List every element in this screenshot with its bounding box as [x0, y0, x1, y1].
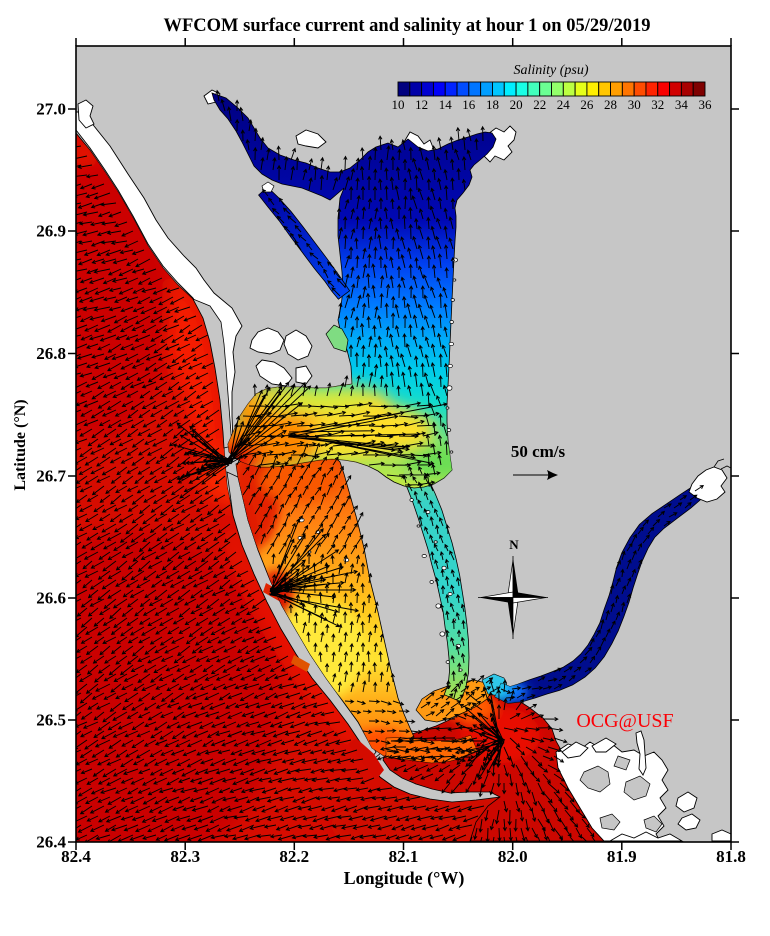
svg-text:18: 18 [486, 97, 499, 112]
svg-text:Salinity (psu): Salinity (psu) [513, 63, 588, 78]
svg-text:22: 22 [533, 97, 546, 112]
svg-text:32: 32 [651, 97, 664, 112]
svg-text:26.7: 26.7 [36, 467, 66, 486]
svg-text:WFCOM surface current and sali: WFCOM surface current and salinity at ho… [164, 16, 651, 36]
svg-text:24: 24 [557, 97, 571, 112]
svg-text:26.5: 26.5 [36, 711, 66, 730]
svg-text:81.9: 81.9 [607, 847, 637, 866]
svg-text:27.0: 27.0 [36, 100, 66, 119]
svg-text:Longitude (°W): Longitude (°W) [344, 868, 465, 889]
svg-text:82.4: 82.4 [61, 847, 91, 866]
svg-text:10: 10 [392, 97, 405, 112]
svg-text:N: N [509, 537, 519, 552]
svg-text:30: 30 [628, 97, 641, 112]
svg-text:28: 28 [604, 97, 617, 112]
svg-text:26.9: 26.9 [36, 222, 66, 241]
svg-text:26.4: 26.4 [36, 833, 66, 852]
svg-text:20: 20 [510, 97, 523, 112]
svg-text:36: 36 [699, 97, 713, 112]
svg-text:81.8: 81.8 [716, 847, 746, 866]
svg-text:14: 14 [439, 97, 453, 112]
svg-text:50 cm/s: 50 cm/s [511, 442, 566, 461]
svg-text:82.0: 82.0 [498, 847, 528, 866]
svg-text:26: 26 [580, 97, 594, 112]
svg-text:OCG@USF: OCG@USF [576, 710, 673, 732]
svg-text:Latitude (°N): Latitude (°N) [12, 399, 29, 490]
svg-text:16: 16 [462, 97, 476, 112]
svg-text:82.1: 82.1 [389, 847, 419, 866]
svg-text:26.8: 26.8 [36, 344, 66, 363]
svg-text:82.2: 82.2 [279, 847, 309, 866]
svg-text:34: 34 [675, 97, 689, 112]
svg-text:12: 12 [415, 97, 428, 112]
svg-text:82.3: 82.3 [170, 847, 200, 866]
svg-text:26.6: 26.6 [36, 589, 66, 608]
